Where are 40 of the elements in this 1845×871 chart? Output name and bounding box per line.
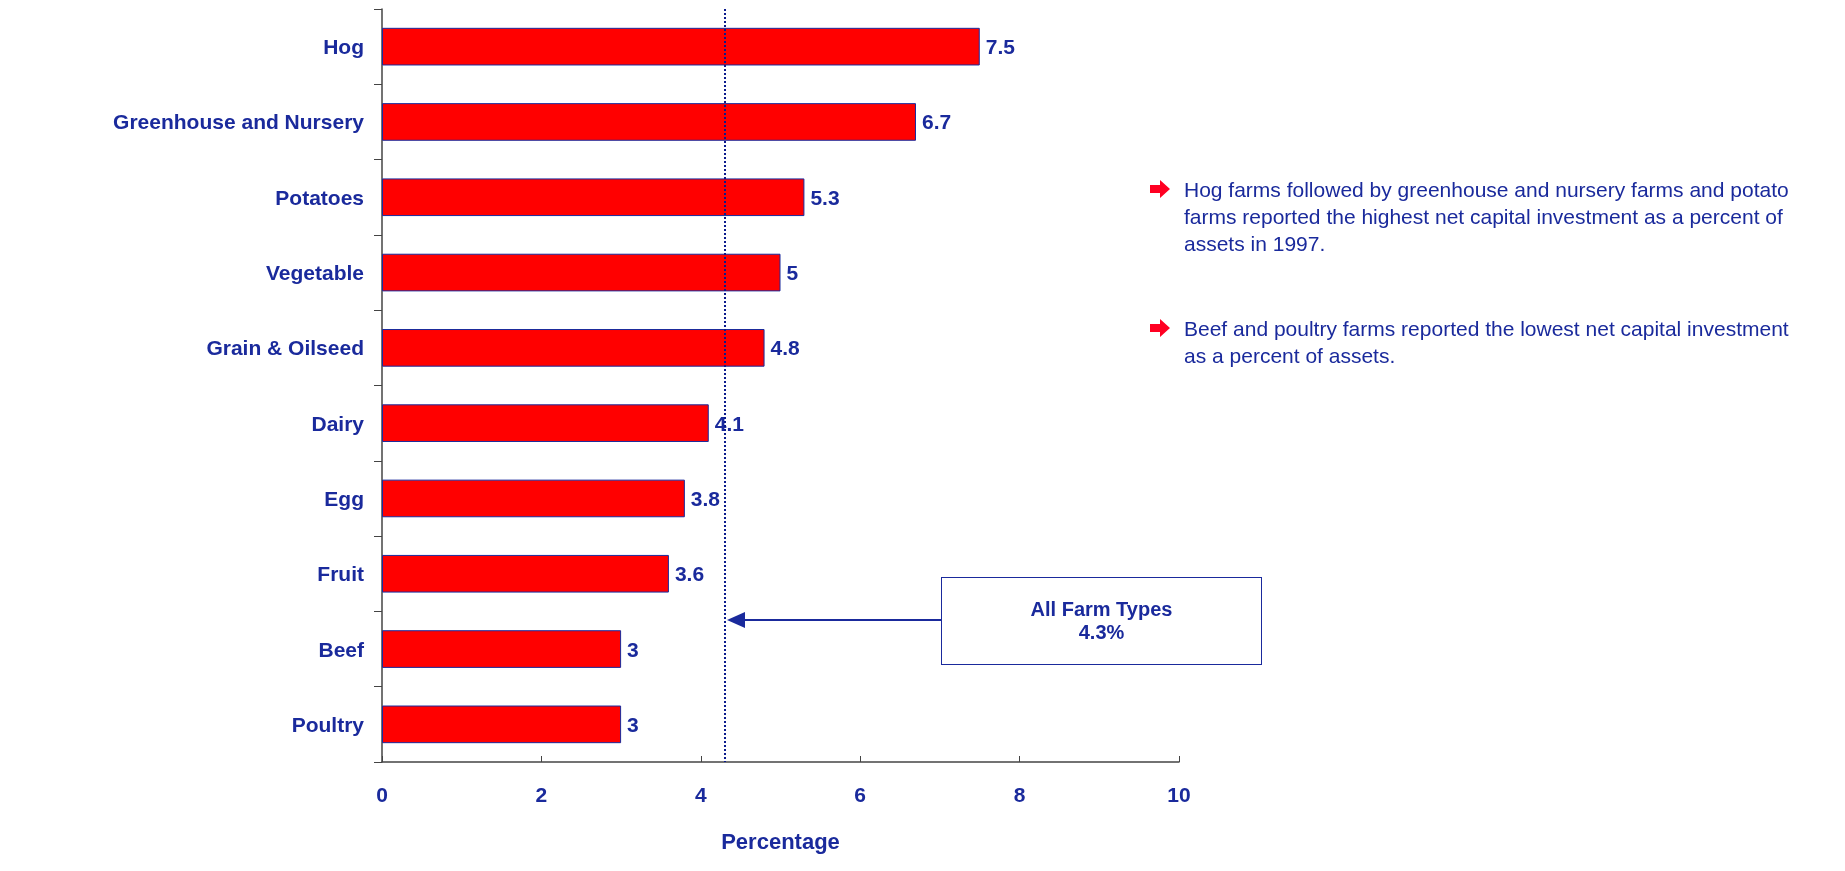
y-tick-label: Vegetable xyxy=(265,261,364,285)
y-tick-label: Greenhouse and Nursery xyxy=(113,110,365,134)
data-label: 5.3 xyxy=(810,185,840,209)
y-tick-label: Egg xyxy=(324,486,364,510)
data-label: 4.1 xyxy=(714,411,745,435)
x-tick-label: 2 xyxy=(535,783,548,806)
x-tick-label: 4 xyxy=(694,783,707,806)
x-tick-label: 10 xyxy=(1167,783,1191,806)
bar xyxy=(382,178,805,217)
x-tick-label: 0 xyxy=(376,783,388,806)
data-label: 3 xyxy=(627,712,639,736)
y-tick-label: Dairy xyxy=(311,411,365,435)
data-label: 6.7 xyxy=(921,110,952,134)
x-tick-label: 8 xyxy=(1013,783,1026,806)
y-tick-label: Grain & Oilseed xyxy=(206,336,364,360)
bar xyxy=(382,253,781,292)
data-label: 4.8 xyxy=(770,336,801,360)
data-label: 5 xyxy=(786,261,799,285)
bar xyxy=(382,554,669,593)
data-label: 3.6 xyxy=(674,562,705,586)
text: Hog farms followed by greenhouse and nursery farms and potato farms reported the highest net capital investment as a percent of assets in 1997. xyxy=(1184,177,1790,257)
text: Beef and poultry farms reported the lowest net capital investment as a percent of assets. xyxy=(1184,316,1790,369)
data-label: 3.8 xyxy=(690,486,721,510)
y-tick-label: Hog xyxy=(323,35,364,59)
bar xyxy=(382,705,622,744)
bar xyxy=(382,479,685,518)
bar xyxy=(382,630,622,668)
x-axis-title: Percentage xyxy=(721,828,840,854)
bar xyxy=(382,329,765,367)
bar xyxy=(382,27,980,66)
data-label: 3 xyxy=(627,637,639,661)
y-tick-label: Poultry xyxy=(291,712,365,736)
y-tick-label: Fruit xyxy=(317,562,365,586)
x-tick-label: 6 xyxy=(854,783,867,806)
bar xyxy=(382,103,916,141)
callout-box: All Farm Types 4.3% xyxy=(941,577,1262,665)
data-label: 7.5 xyxy=(985,35,1016,59)
y-tick-label: Beef xyxy=(318,637,365,661)
y-tick-label: Potatoes xyxy=(275,185,364,209)
bar xyxy=(382,404,709,442)
